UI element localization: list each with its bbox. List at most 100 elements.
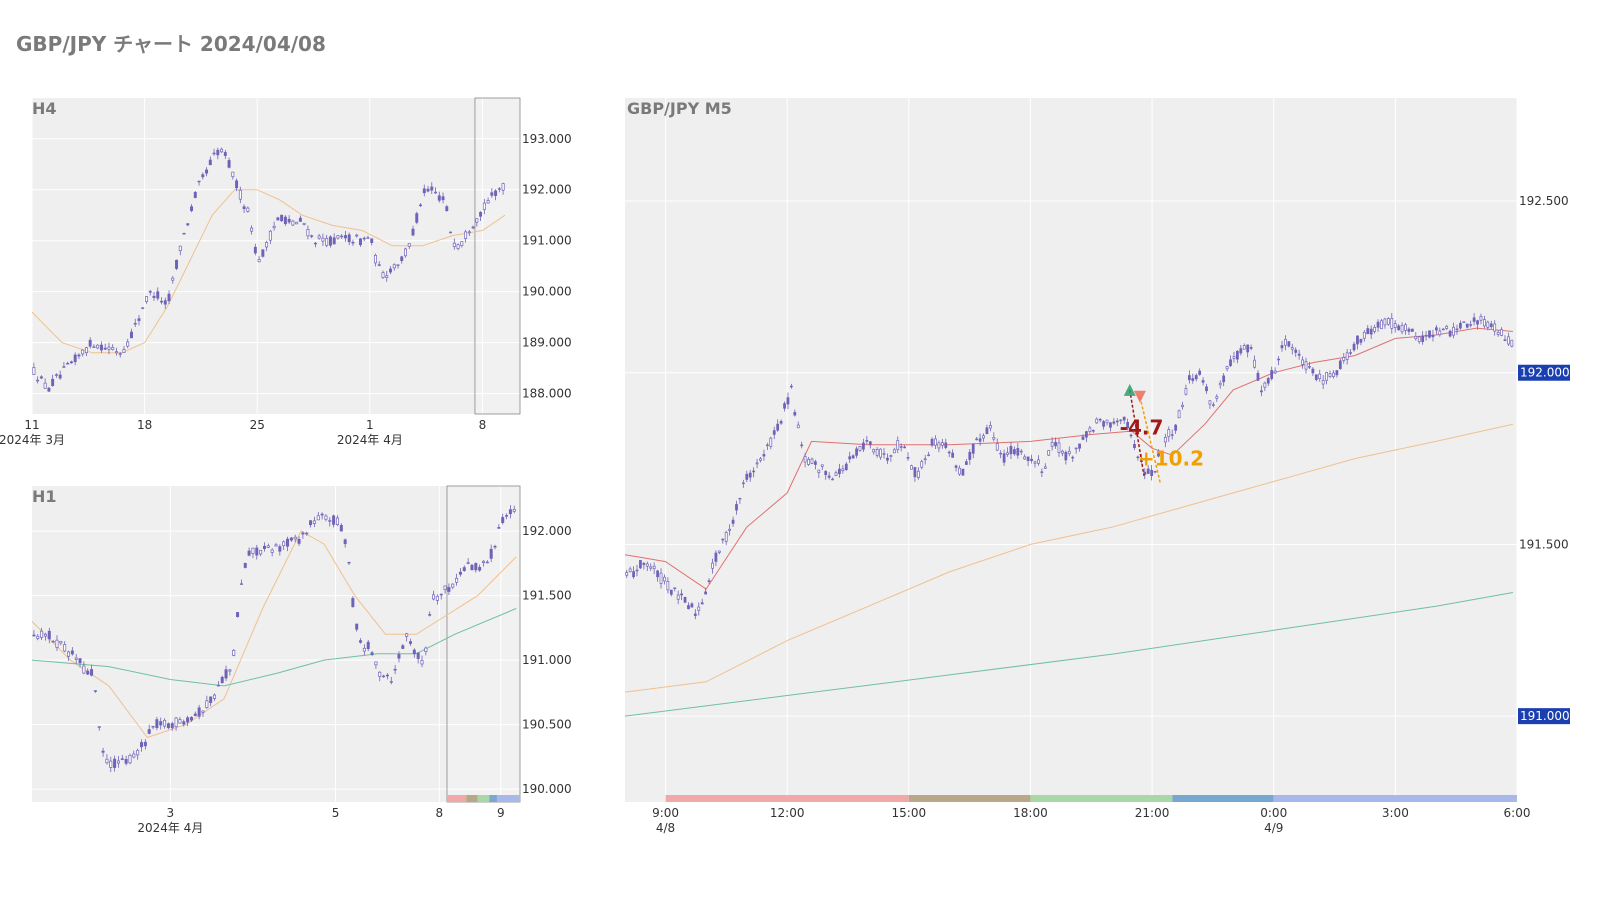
candle-body: [1428, 330, 1431, 338]
candle-body: [70, 650, 74, 655]
candle-body: [1143, 471, 1147, 475]
session-bar-segment: [1030, 795, 1173, 802]
candle-body: [343, 235, 347, 239]
candle-body: [1222, 375, 1226, 383]
candle-body: [1277, 358, 1280, 361]
candle-body: [1266, 378, 1270, 384]
candle-body: [306, 229, 310, 237]
candle-body: [1115, 420, 1119, 423]
candle-body: [261, 249, 265, 257]
candle-body: [186, 717, 190, 723]
candle-body: [182, 232, 186, 235]
candle-body: [47, 387, 51, 392]
candle-body: [471, 226, 475, 229]
candle-body: [1304, 361, 1308, 370]
candle-body: [1393, 323, 1397, 328]
candle-body: [1215, 396, 1219, 399]
candle-body: [441, 196, 445, 201]
moving-average-ma_long: [31, 608, 517, 687]
candle-body: [370, 652, 374, 655]
candle-body: [683, 596, 687, 603]
candle-body: [268, 230, 272, 241]
candle-body: [137, 318, 141, 321]
candle-body: [170, 723, 174, 729]
candle-body: [1030, 458, 1033, 461]
x-tick-sublabel: 2024年 4月: [337, 433, 403, 447]
candle-body: [452, 242, 456, 247]
candle-body: [197, 180, 201, 183]
candle-body: [968, 451, 972, 460]
candle-body: [717, 550, 721, 553]
candle-body: [47, 630, 51, 640]
candle-body: [302, 222, 306, 225]
x-tick-sublabel: 4/8: [656, 821, 675, 835]
candle-body: [772, 430, 776, 435]
candle-body: [741, 482, 745, 485]
candle-body: [385, 674, 389, 677]
candle-body: [88, 339, 92, 347]
x-tick-label: 25: [250, 418, 265, 432]
candle-body: [224, 669, 228, 679]
candle-body: [286, 538, 290, 547]
candle-body: [1067, 450, 1071, 454]
candle-body: [868, 441, 872, 446]
candle-body: [814, 461, 817, 465]
candle-body: [844, 463, 848, 471]
candle-body: [1431, 334, 1435, 338]
candle-body: [1397, 325, 1401, 331]
candle-body: [1503, 339, 1507, 342]
candle-body: [512, 508, 516, 512]
candle-body: [332, 515, 336, 525]
candle-body: [253, 246, 257, 254]
candle-body: [262, 545, 266, 549]
candle-body: [51, 378, 55, 386]
candle-body: [1253, 359, 1256, 368]
session-bar-segment: [477, 795, 490, 802]
candle-body: [820, 464, 824, 467]
candle-body: [841, 468, 845, 472]
candle-body: [109, 760, 113, 768]
candle-body: [1160, 452, 1164, 454]
candle-body: [659, 572, 663, 584]
candle-body: [1390, 317, 1394, 329]
candle-body: [1328, 373, 1332, 377]
candle-body: [1150, 469, 1154, 476]
candle-body: [1462, 321, 1466, 323]
candle-body: [415, 213, 419, 223]
y-tick-label: 191.000: [522, 234, 572, 248]
candle-body: [1386, 318, 1390, 325]
candle-body: [899, 446, 903, 448]
candle-body: [497, 527, 501, 529]
candle-body: [259, 549, 263, 555]
candle-body: [886, 457, 889, 461]
candle-body: [255, 547, 259, 556]
y-tick-label: 191.000: [522, 653, 572, 667]
candle-body: [1061, 450, 1064, 454]
candle-body: [961, 468, 965, 476]
candle-body: [389, 268, 392, 273]
candle-body: [1002, 453, 1006, 463]
candle-body: [807, 459, 810, 465]
moving-average-ma_long: [624, 592, 1513, 717]
candle-body: [958, 467, 961, 475]
candle-body: [432, 594, 436, 600]
candle-body: [1043, 466, 1047, 469]
candle-body: [67, 651, 71, 657]
candle-body: [332, 237, 336, 245]
candle-body: [143, 741, 147, 747]
candle-body: [456, 244, 460, 249]
x-tick-label: 12:00: [770, 806, 805, 820]
candle-body: [62, 366, 66, 368]
candle-body: [920, 461, 924, 468]
candle-body: [1074, 447, 1078, 450]
candle-body: [1362, 332, 1366, 339]
candle-body: [645, 563, 649, 567]
candle-body: [663, 576, 666, 582]
candle-body: [335, 517, 339, 525]
candle-body: [54, 374, 58, 376]
candle-body: [1421, 335, 1425, 342]
candle-body: [786, 397, 790, 405]
price-badge: [1518, 708, 1570, 725]
candle-body: [1311, 368, 1315, 374]
candle-body: [1205, 386, 1208, 392]
